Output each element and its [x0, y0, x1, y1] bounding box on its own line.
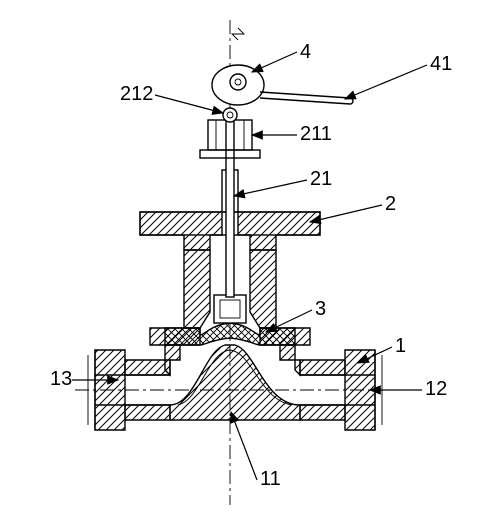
label-12: 12 — [425, 378, 447, 400]
label-1: 1 — [395, 335, 406, 357]
label-212: 212 — [120, 83, 153, 105]
body-left-wall — [165, 345, 180, 375]
label-2: 2 — [385, 193, 396, 215]
stem — [226, 115, 234, 297]
leader-4 — [252, 52, 297, 72]
label-41: 41 — [430, 53, 452, 75]
label-3: 3 — [315, 298, 326, 320]
leader-2 — [310, 205, 382, 222]
label-211: 211 — [300, 123, 332, 145]
label-11: 11 — [260, 468, 281, 490]
body-right-wall — [280, 345, 300, 375]
leader-41 — [345, 65, 427, 99]
leader-212 — [155, 95, 223, 113]
leader-11 — [231, 412, 257, 480]
pin-212 — [223, 108, 237, 122]
handle-41 — [260, 92, 353, 104]
valve-diagram: 4 41 212 211 21 2 3 1 13 12 11 — [0, 0, 502, 522]
label-21: 21 — [310, 168, 332, 190]
label-4: 4 — [300, 41, 311, 63]
breakline-top — [232, 28, 244, 40]
leader-21 — [234, 180, 307, 196]
compressor — [214, 295, 246, 323]
cam-4 — [212, 65, 264, 105]
label-13: 13 — [50, 368, 72, 390]
